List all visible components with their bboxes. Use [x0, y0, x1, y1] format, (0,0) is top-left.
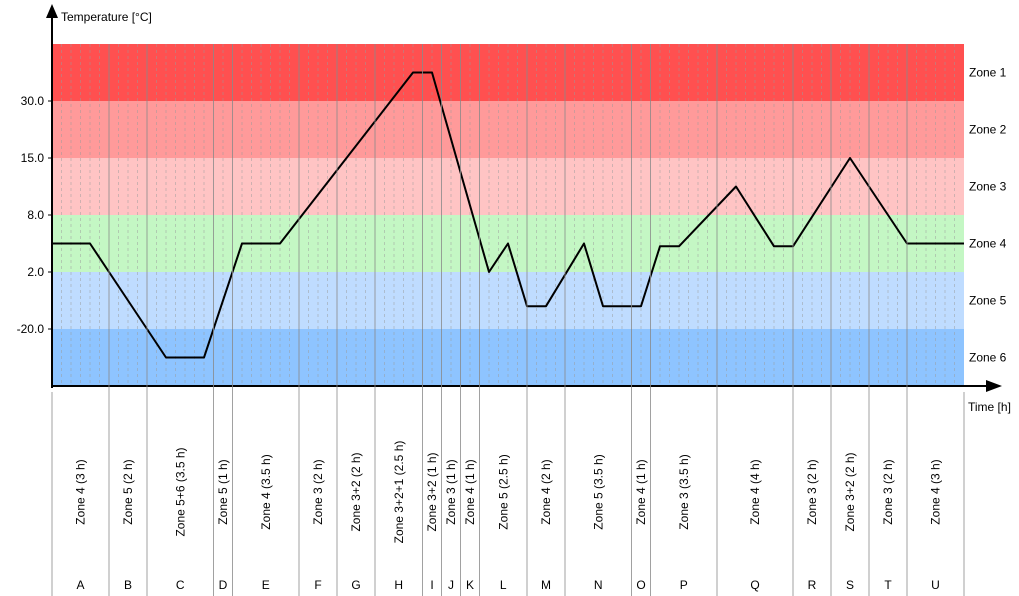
- segment-label-H: Zone 3+2+1 (2.5 h): [392, 441, 406, 544]
- segment-letter-I: I: [430, 578, 433, 592]
- y-tick-label: -20.0: [17, 322, 45, 336]
- segment-letter-L: L: [500, 578, 507, 592]
- zone-band-5: [52, 272, 964, 329]
- segment-letter-K: K: [466, 578, 474, 592]
- segment-letter-Q: Q: [750, 578, 759, 592]
- y-axis-arrow: [46, 4, 58, 18]
- segment-label-R: Zone 3 (2 h): [805, 459, 819, 524]
- segment-letter-U: U: [931, 578, 940, 592]
- segment-divider-lines: [51, 44, 965, 596]
- segment-label-J: Zone 3 (1 h): [444, 459, 458, 524]
- segment-labels: Zone 4 (3 h) A Zone 5 (2 h) B Zone 5+6 (3.5 …: [74, 441, 943, 592]
- y-tick-label: 30.0: [21, 94, 45, 108]
- zone-band-1: [52, 44, 964, 101]
- temperature-profile-line: [52, 71, 964, 359]
- zone-label-2: Zone 2: [969, 123, 1007, 137]
- segment-letter-N: N: [594, 578, 603, 592]
- segment-letter-B: B: [124, 578, 132, 592]
- segment-letter-C: C: [176, 578, 185, 592]
- time-grid: [61, 44, 955, 386]
- segment-letter-O: O: [636, 578, 645, 592]
- zone-labels: Zone 1 Zone 2 Zone 3 Zone 4 Zone 5 Zone 6: [969, 66, 1007, 365]
- segment-letter-E: E: [262, 578, 270, 592]
- segment-label-U: Zone 4 (3 h): [929, 459, 943, 524]
- segment-letter-H: H: [394, 578, 403, 592]
- x-axis-label: Time [h]: [968, 400, 1011, 414]
- zone-band-3: [52, 158, 964, 215]
- segment-label-N: Zone 5 (3.5 h): [591, 454, 605, 529]
- segment-label-B: Zone 5 (2 h): [121, 459, 135, 524]
- segment-label-S: Zone 3+2 (2 h): [843, 452, 857, 531]
- segment-label-G: Zone 3+2 (2 h): [349, 452, 363, 531]
- segment-label-A: Zone 4 (3 h): [74, 459, 88, 524]
- y-axis-ticks: 30.0 15.0 8.0 2.0 -20.0: [17, 94, 52, 336]
- y-tick-label: 2.0: [27, 265, 44, 279]
- segment-letter-R: R: [808, 578, 817, 592]
- segment-label-E: Zone 4 (3.5 h): [259, 454, 273, 529]
- segment-label-M: Zone 4 (2 h): [539, 459, 553, 524]
- zone-label-4: Zone 4: [969, 237, 1007, 251]
- y-axis-label: Temperature [°C]: [61, 10, 152, 24]
- zone-label-5: Zone 5: [969, 294, 1007, 308]
- zone-label-6: Zone 6: [969, 351, 1007, 365]
- segment-label-O: Zone 4 (1 h): [634, 459, 648, 524]
- y-tick-label: 15.0: [21, 151, 45, 165]
- segment-letter-M: M: [541, 578, 551, 592]
- segment-letter-P: P: [680, 578, 688, 592]
- segment-letter-D: D: [219, 578, 228, 592]
- segment-label-T: Zone 3 (2 h): [881, 459, 895, 524]
- segment-letter-S: S: [846, 578, 854, 592]
- segment-label-F: Zone 3 (2 h): [311, 459, 325, 524]
- zone-label-1: Zone 1: [969, 66, 1007, 80]
- temperature-profile: [52, 71, 964, 359]
- axes: Temperature [°C] Time [h]: [46, 4, 1011, 414]
- segment-label-C: Zone 5+6 (3.5 h): [173, 447, 187, 536]
- segment-label-D: Zone 5 (1 h): [216, 459, 230, 524]
- segment-letter-F: F: [314, 578, 321, 592]
- segment-label-K: Zone 4 (1 h): [463, 459, 477, 524]
- zone-label-3: Zone 3: [969, 180, 1007, 194]
- segment-letter-A: A: [76, 578, 84, 592]
- segment-letter-T: T: [884, 578, 892, 592]
- segment-label-L: Zone 5 (2.5 h): [496, 454, 510, 529]
- segment-letter-G: G: [351, 578, 360, 592]
- x-axis-arrow: [986, 380, 1002, 392]
- segment-label-Q: Zone 4 (4 h): [748, 459, 762, 524]
- segment-label-I: Zone 3+2 (1 h): [425, 452, 439, 531]
- y-tick-label: 8.0: [27, 208, 44, 222]
- segment-label-P: Zone 3 (3.5 h): [677, 454, 691, 529]
- segment-letter-J: J: [448, 578, 454, 592]
